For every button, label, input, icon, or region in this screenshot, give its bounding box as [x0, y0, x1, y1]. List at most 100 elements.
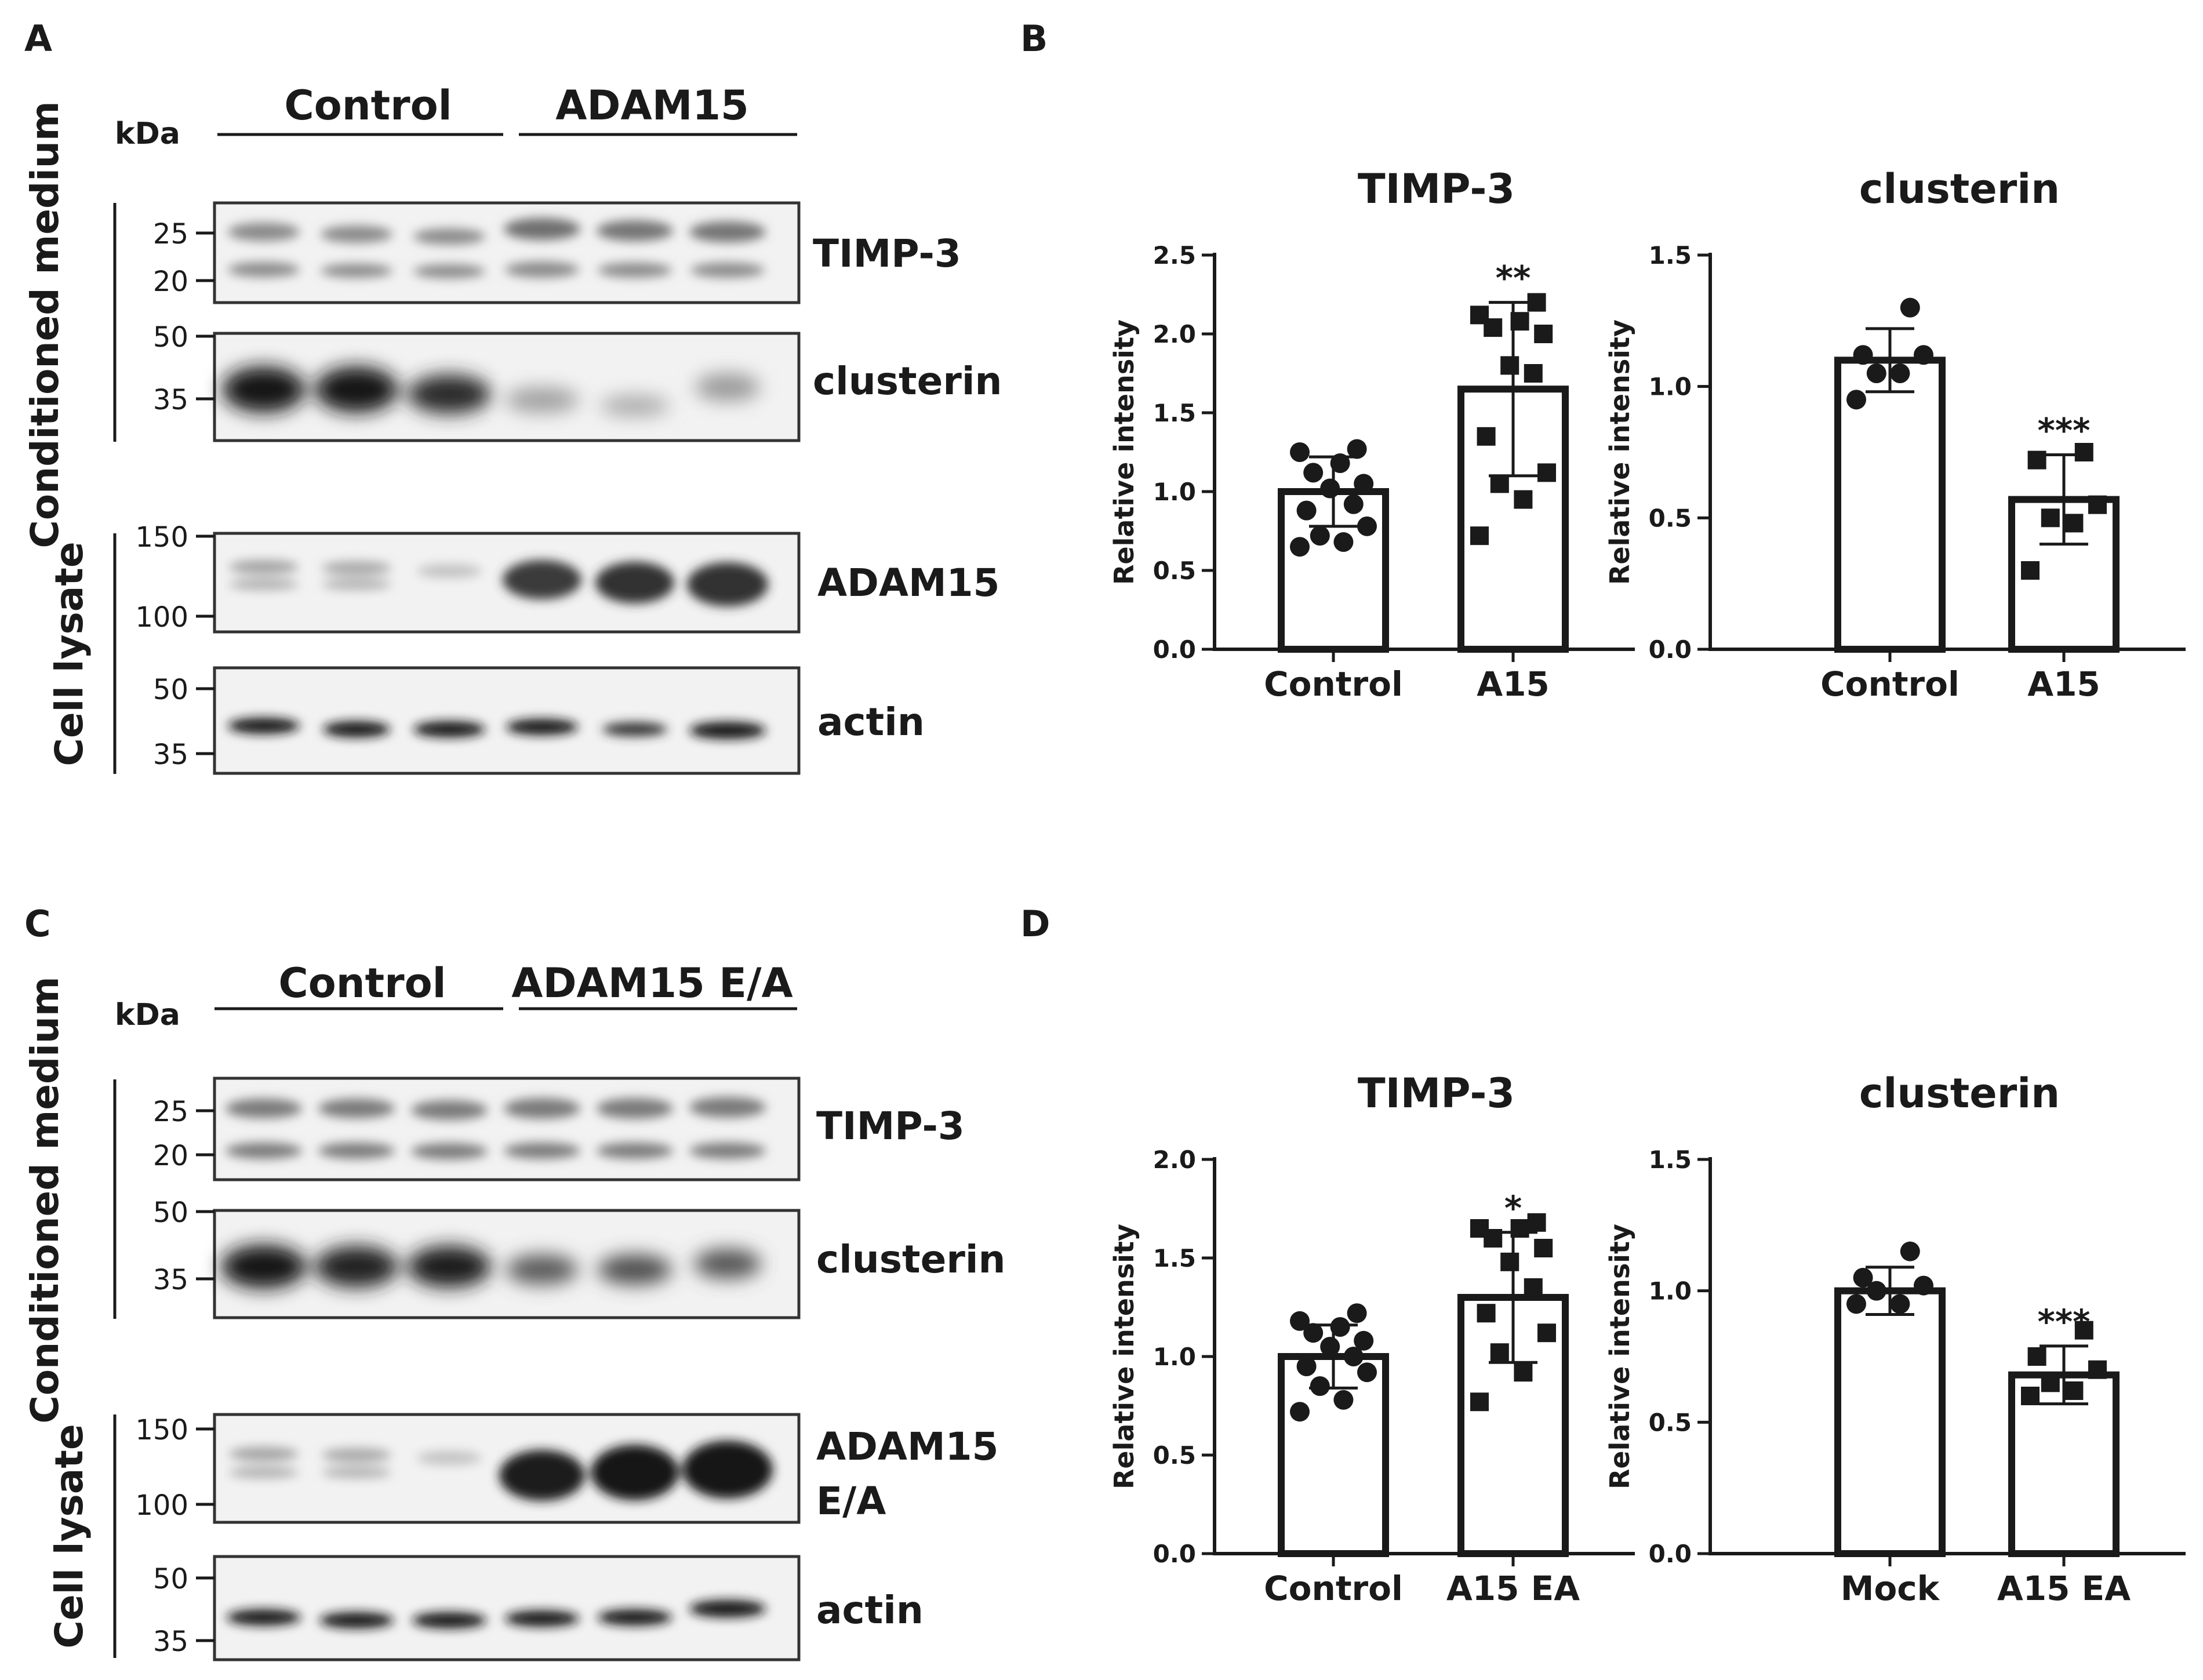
data-point	[1500, 1252, 1519, 1271]
bar-mock	[1834, 1287, 1946, 1558]
data-point	[1343, 494, 1364, 514]
blot-bands	[228, 718, 766, 739]
data-point	[2027, 450, 2046, 470]
y-tick-label: 1.0	[1153, 478, 1196, 506]
y-tick-label: 1.0	[1153, 1343, 1196, 1371]
data-point	[1470, 526, 1489, 546]
data-point	[1537, 1323, 1556, 1343]
marker-label: 35	[153, 1626, 188, 1658]
protein-label: actin	[816, 1588, 924, 1632]
side-label-conditioned-medium: Conditioned medium	[23, 976, 67, 1423]
data-point	[1490, 474, 1509, 493]
blot-frame	[213, 666, 801, 775]
y-axis-label: Relative intensity	[1108, 319, 1140, 585]
marker-label: 150	[135, 1414, 188, 1446]
y-tick-label: 1.5	[1153, 1244, 1196, 1272]
group-label-treatment: ADAM15	[555, 82, 749, 129]
blot-bands	[221, 1245, 761, 1289]
data-point	[2074, 1321, 2093, 1340]
protein-label: actin	[817, 700, 925, 744]
data-point	[1347, 439, 1367, 459]
data-point	[1846, 1294, 1866, 1314]
data-point	[1290, 1402, 1310, 1422]
data-point	[2027, 1347, 2046, 1366]
data-point	[1290, 1311, 1310, 1331]
data-point	[2088, 1360, 2107, 1379]
data-point	[1333, 532, 1354, 552]
data-point	[1477, 1304, 1496, 1323]
data-point	[1470, 1392, 1489, 1412]
data-point	[1470, 1219, 1489, 1238]
data-point	[1510, 1219, 1529, 1238]
data-point	[1296, 500, 1317, 521]
bar-charts: TIMP-3 0.0 0.5 1.0 1.5 2.0 2.5 Relative intensi…	[1108, 165, 2186, 1608]
bar-chart-d-timp-3: TIMP-3 0.0 0.5 1.0 1.5 2.0 Relative intensity C…	[1108, 1070, 1635, 1608]
y-tick-label: 2.0	[1153, 1146, 1196, 1174]
chart-title: clusterin	[1859, 1070, 2060, 1117]
protein-label: TIMP-3	[816, 1104, 965, 1148]
marker-label: 35	[153, 384, 188, 416]
data-point	[1524, 364, 1543, 383]
protein-label: TIMP-3	[813, 231, 961, 276]
y-tick-label: 1.0	[1649, 1277, 1692, 1306]
kda-label: kDa	[115, 117, 180, 151]
data-point	[1866, 363, 1886, 383]
group-label-control: Control	[278, 959, 446, 1007]
panel-letter-b: B	[1020, 17, 1048, 60]
blot-frame	[213, 201, 801, 304]
category-label: A15	[1477, 664, 1550, 704]
y-tick-label: 0.5	[1649, 504, 1692, 532]
y-tick-label: 0.0	[1649, 1540, 1692, 1568]
blot-bands	[222, 366, 760, 416]
marker-label: 25	[153, 1096, 188, 1128]
marker-label: 25	[153, 218, 188, 250]
y-tick-label: 0.0	[1153, 635, 1196, 664]
data-point	[1900, 1241, 1920, 1261]
data-point	[1333, 1390, 1354, 1410]
blot-bands	[228, 218, 766, 278]
y-tick-label: 1.5	[1649, 1146, 1692, 1174]
bar-chart-b-timp-3: TIMP-3 0.0 0.5 1.0 1.5 2.0 2.5 Relative intensi…	[1108, 165, 1635, 704]
y-tick-label: 2.5	[1153, 241, 1196, 270]
marker-label: 35	[153, 739, 188, 771]
data-point	[1296, 1357, 1317, 1376]
side-label-cell-lysate: Cell lysate	[47, 541, 92, 766]
blot-clusterin: 50 35 clusterin	[153, 1197, 1006, 1319]
bar-chart-b-clusterin: clusterin 0.0 0.5 1.0 1.5 Relative intensity C…	[1604, 165, 2186, 704]
data-point	[1320, 478, 1340, 499]
protein-label: ADAM15	[817, 561, 999, 605]
data-point	[2064, 514, 2084, 533]
category-label: A15 EA	[1446, 1569, 1580, 1608]
data-point	[2041, 508, 2060, 528]
data-point	[1470, 306, 1489, 325]
data-point	[1490, 1343, 1509, 1362]
data-point	[2021, 561, 2040, 580]
data-point	[1537, 463, 1556, 482]
chart-title: clusterin	[1859, 165, 2060, 213]
y-tick-label: 0.5	[1649, 1408, 1692, 1437]
data-point	[1890, 1294, 1910, 1314]
protein-label: clusterin	[813, 359, 1002, 403]
data-point	[1914, 345, 1933, 365]
data-point	[1846, 390, 1866, 410]
data-point	[1477, 427, 1496, 446]
significance-label: ***	[2038, 411, 2091, 450]
y-axis-label: Relative intensity	[1604, 1224, 1635, 1489]
panel-letter-c: C	[24, 903, 51, 945]
data-point	[1310, 1376, 1330, 1396]
side-label-conditioned-medium: Conditioned medium	[23, 101, 67, 548]
data-point	[1330, 1317, 1350, 1337]
blot-bands	[227, 1600, 766, 1628]
y-axis-label: Relative intensity	[1604, 319, 1635, 585]
blot-adam15-ea: 150 100 ADAM15 E/A	[135, 1413, 998, 1524]
blot-bands	[226, 1097, 766, 1159]
blot-clusterin: 50 35 clusterin	[153, 321, 1002, 442]
marker-label: 50	[153, 1563, 188, 1595]
significance-label: *	[1504, 1188, 1522, 1228]
data-point	[2041, 1373, 2060, 1392]
y-tick-label: 1.0	[1649, 373, 1692, 401]
marker-label: 150	[135, 521, 188, 554]
y-tick-label: 0.0	[1153, 1540, 1196, 1568]
protein-label: ADAM15	[816, 1424, 998, 1469]
